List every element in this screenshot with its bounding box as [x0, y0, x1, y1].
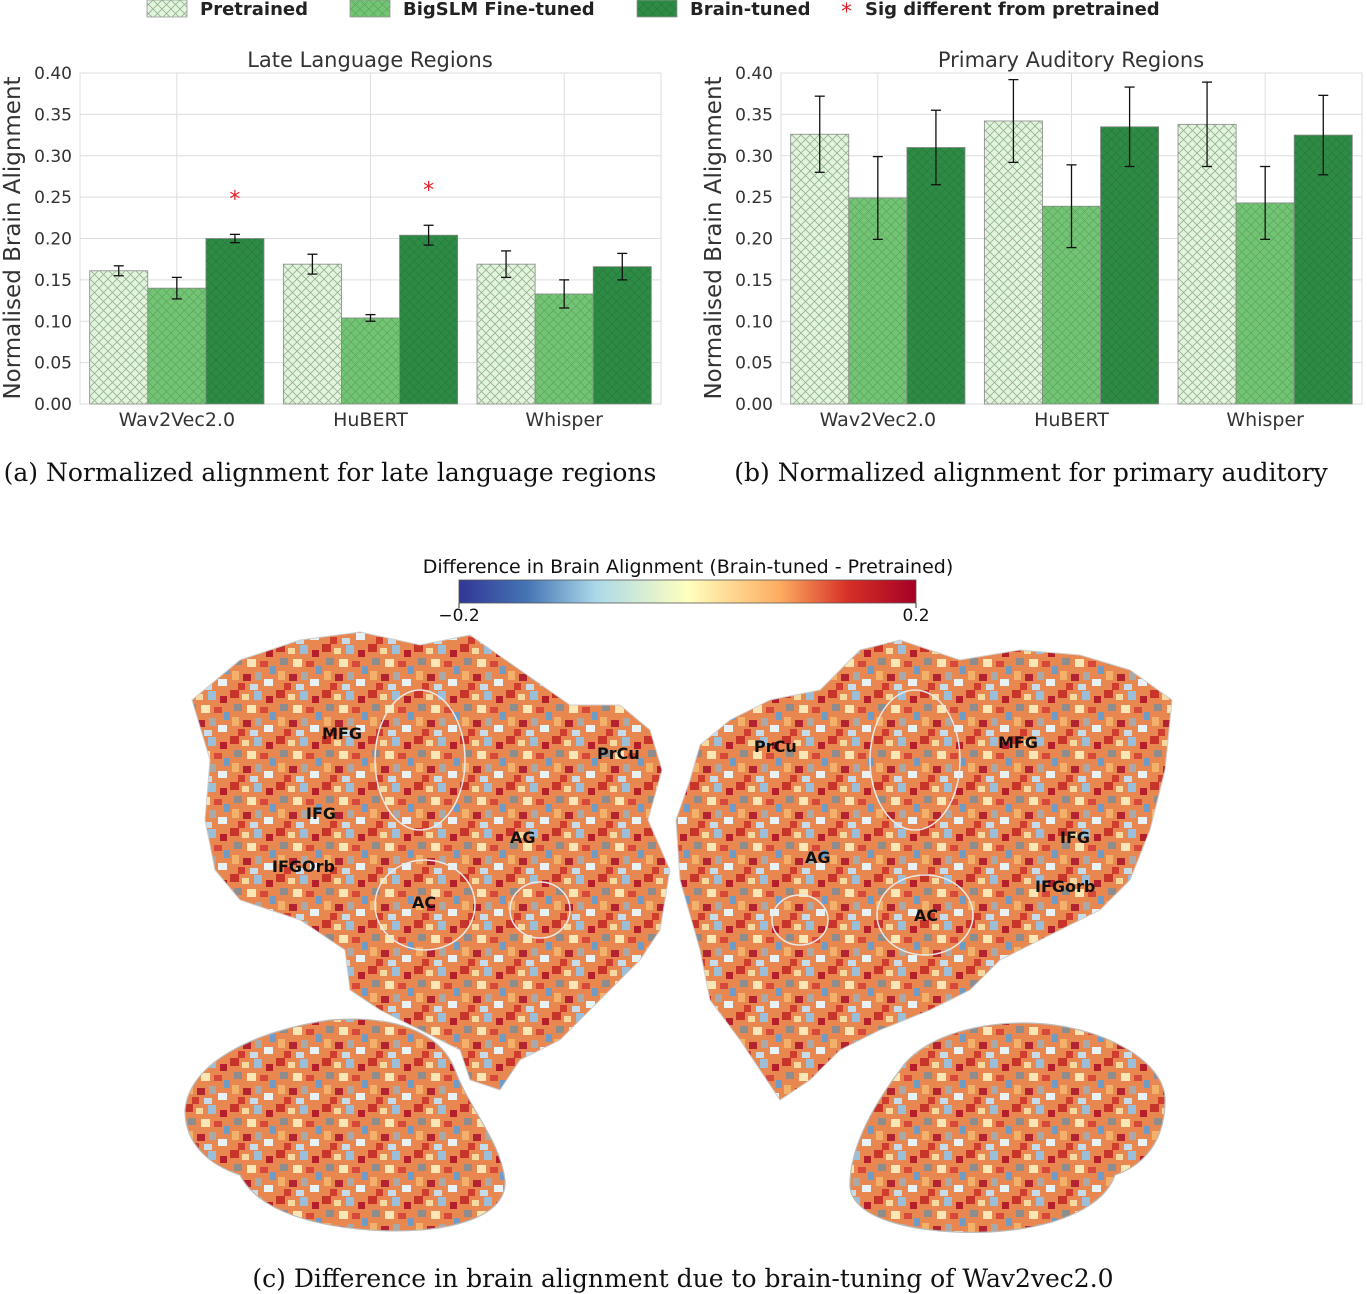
bar-braintuned-wav2vec20 [906, 147, 966, 405]
y-tick-label: 0.40 [735, 64, 773, 84]
bar-pretrained-hubert [983, 120, 1043, 405]
x-tick-label: Wav2Vec2.0 [820, 409, 936, 431]
chart-primary-auditory: Primary Auditory Regions Normalised Brai… [701, 48, 1363, 487]
x-tick-label: Whisper [525, 409, 603, 431]
y-tick-label: 0.15 [34, 271, 72, 291]
y-tick-label: 0.30 [34, 147, 72, 167]
region-label-mfg-left: MFG [322, 724, 362, 743]
bar-pretrained-wav2vec20 [790, 133, 850, 405]
bar-braintuned-whisper [1293, 134, 1353, 405]
chart-title: Primary Auditory Regions [938, 48, 1204, 72]
y-axis-label: Normalised Brain Alignment [701, 76, 727, 399]
chart-late-language: Late Language Regions Normalised Brain A… [0, 48, 662, 487]
bar-braintuned-wav2vec20 [205, 238, 265, 405]
legend-swatch-pretrained [146, 0, 188, 18]
bar-pretrained-whisper [476, 263, 536, 405]
region-label-ifg-right: IFG [1060, 828, 1090, 847]
region-label-prcu-left: PrCu [597, 744, 640, 763]
bar-braintuned-hubert [1100, 126, 1160, 405]
x-tick-label: HuBERT [333, 409, 408, 431]
y-tick-label: 0.05 [735, 354, 773, 374]
colorbar-title: Difference in Brain Alignment (Brain-tun… [423, 556, 953, 578]
y-tick-label: 0.30 [735, 147, 773, 167]
region-label-ac-right: AC [914, 906, 938, 925]
legend-label-braintuned: Brain-tuned [690, 0, 811, 20]
y-tick-label: 0.00 [735, 395, 773, 415]
colorbar-max-label: 0.2 [902, 606, 929, 626]
legend-label-sig: Sig different from pretrained [865, 0, 1160, 20]
region-label-ifgorb-left: IFGOrb [272, 857, 335, 876]
caption-a: (a) Normalized alignment for late langua… [4, 458, 657, 487]
bar-pretrained-wav2vec20 [89, 270, 149, 405]
legend-swatch-bigslm [349, 0, 391, 18]
legend-swatch-braintuned [636, 0, 678, 18]
y-tick-label: 0.25 [735, 188, 773, 208]
y-tick-label: 0.25 [34, 188, 72, 208]
right-inflated-brain [849, 1022, 1166, 1233]
y-tick-label: 0.10 [735, 312, 773, 332]
brain-map-panel: Difference in Brain Alignment (Brain-tun… [184, 556, 1173, 1293]
bar-bigslm-finetuned-wav2vec20 [147, 287, 207, 405]
x-tick-label: Wav2Vec2.0 [119, 409, 235, 431]
y-tick-label: 0.15 [735, 271, 773, 291]
bar-braintuned-whisper [592, 266, 652, 405]
region-label-ac-left: AC [412, 893, 436, 912]
y-tick-label: 0.00 [34, 395, 72, 415]
significance-marker: * [229, 187, 240, 212]
region-label-prcu-right: PrCu [754, 737, 797, 756]
bar-pretrained-hubert [282, 263, 342, 405]
x-tick-label: Whisper [1226, 409, 1304, 431]
legend-sig-marker: * [841, 0, 852, 25]
y-tick-label: 0.20 [34, 230, 72, 250]
bar-bigslm-finetuned-hubert [341, 317, 400, 405]
y-tick-label: 0.10 [34, 312, 72, 332]
region-label-ifgorb-right: IFGorb [1035, 877, 1095, 896]
chart-title: Late Language Regions [247, 48, 493, 72]
caption-b: (b) Normalized alignment for primary aud… [734, 458, 1328, 487]
y-tick-label: 0.35 [34, 105, 72, 125]
bar-braintuned-hubert [399, 234, 459, 405]
region-label-ag-left: AG [510, 828, 536, 847]
caption-c: (c) Difference in brain alignment due to… [252, 1264, 1113, 1293]
region-label-ifg-left: IFG [306, 804, 336, 823]
y-tick-label: 0.20 [735, 230, 773, 250]
x-tick-label: HuBERT [1034, 409, 1109, 431]
significance-marker: * [423, 178, 434, 203]
y-tick-label: 0.40 [34, 64, 72, 84]
roi-outlines [374, 689, 974, 956]
y-tick-label: 0.35 [735, 105, 773, 125]
region-label-mfg-right: MFG [998, 733, 1038, 752]
colorbar [458, 579, 917, 604]
region-label-ag-right: AG [805, 848, 831, 867]
legend-label-bigslm: BigSLM Fine-tuned [403, 0, 595, 20]
colorbar-min-label: −0.2 [438, 606, 479, 626]
right-flatmap [675, 639, 1173, 1101]
bar-pretrained-whisper [1177, 123, 1237, 405]
left-inflated-brain [184, 1018, 506, 1232]
y-tick-label: 0.05 [34, 354, 72, 374]
bar-bigslm-finetuned-whisper [534, 293, 594, 405]
legend-label-pretrained: Pretrained [200, 0, 308, 20]
legend: Pretrained BigSLM Fine-tuned Brain-tuned… [146, 0, 1160, 25]
y-axis-label: Normalised Brain Alignment [0, 76, 26, 399]
